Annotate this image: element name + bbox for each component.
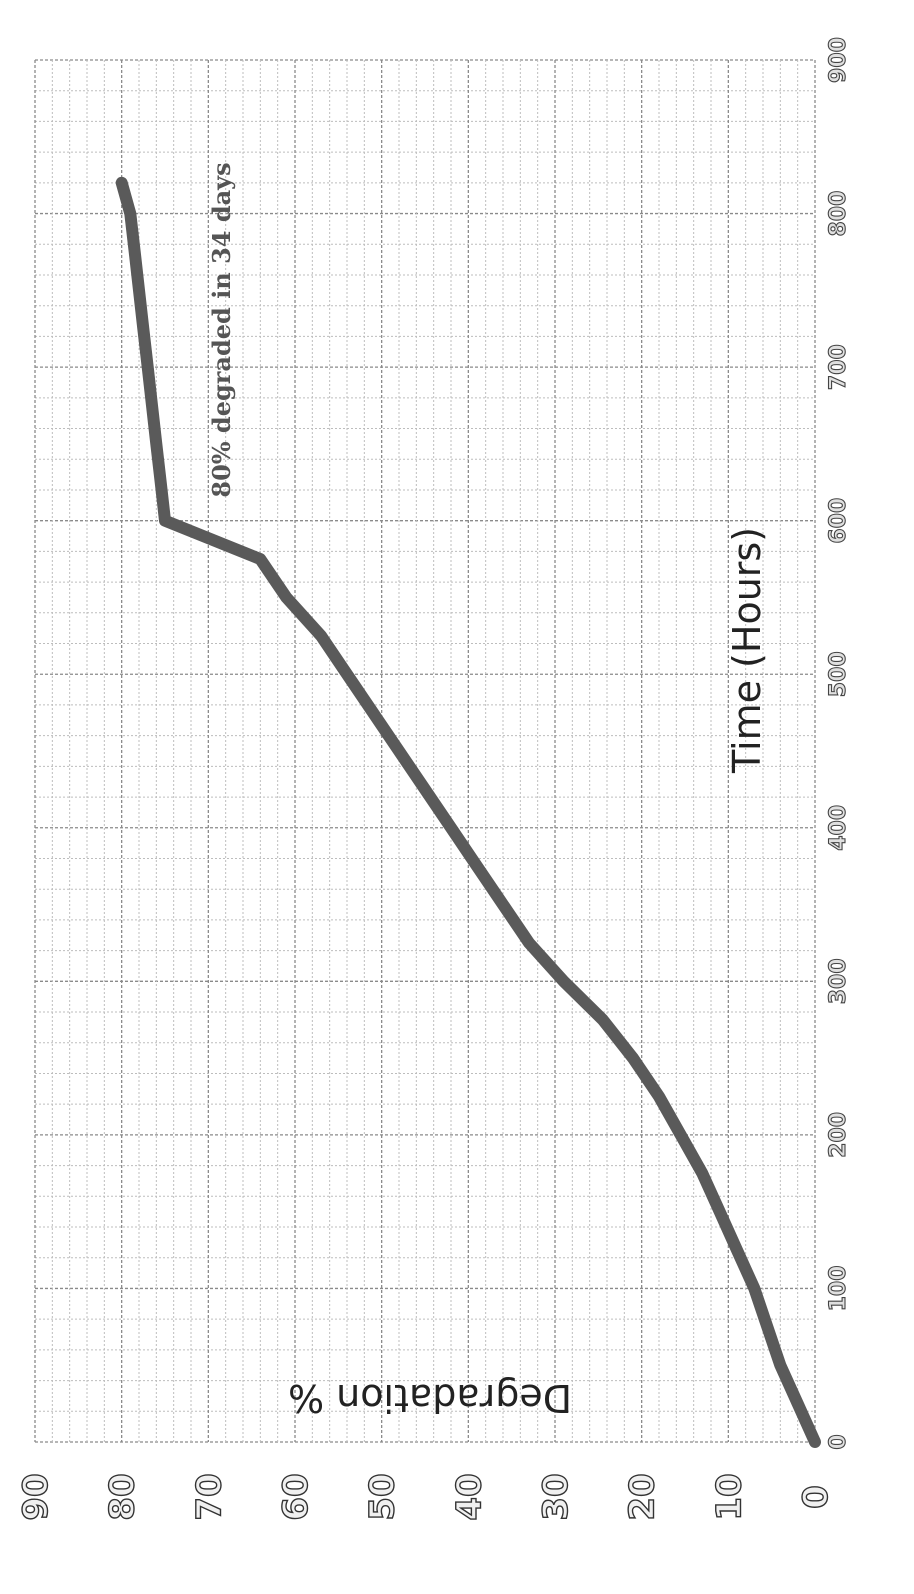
y-tick-label: 50: [363, 1473, 403, 1520]
y-tick-label: 90: [16, 1473, 56, 1520]
x-tick-label: 600: [826, 498, 851, 544]
x-tick-label: 500: [826, 651, 851, 697]
y-tick-label: 20: [623, 1473, 663, 1520]
y-tick-label: 60: [276, 1473, 316, 1520]
x-tick-label: 200: [826, 1112, 851, 1158]
degradation-curve: [115, 176, 821, 1448]
y-tick-label: 30: [536, 1473, 576, 1520]
y-axis-title: Degradation %: [288, 1376, 572, 1420]
y-tick-label: 70: [189, 1473, 229, 1520]
y-tick-label: 80: [103, 1473, 143, 1520]
degradation-axis-ticks: 0 10 20 30 40 50 60 70 80 90: [15, 1473, 836, 1522]
degradation-annotation: 80% degraded in 34 days: [207, 162, 236, 497]
x-tick-label: 400: [826, 805, 851, 851]
x-tick-label: 300: [826, 958, 851, 1004]
y-tick-label: 0: [796, 1485, 836, 1509]
y-tick-label: 10: [709, 1473, 749, 1520]
chart-grid: [34, 59, 816, 1443]
x-tick-label: 700: [826, 344, 851, 390]
x-tick-label: 0: [826, 1434, 851, 1449]
x-tick-label: 800: [826, 191, 851, 237]
x-tick-label: 900: [826, 37, 851, 83]
x-tick-label: 100: [826, 1265, 851, 1311]
x-axis-title: Time (Hours): [725, 527, 769, 774]
chart-plot-area: [115, 176, 821, 1448]
y-tick-label: 40: [449, 1473, 489, 1520]
time-axis-ticks: 0 100 200 300 400 500 600 700 800 900: [825, 36, 851, 1450]
